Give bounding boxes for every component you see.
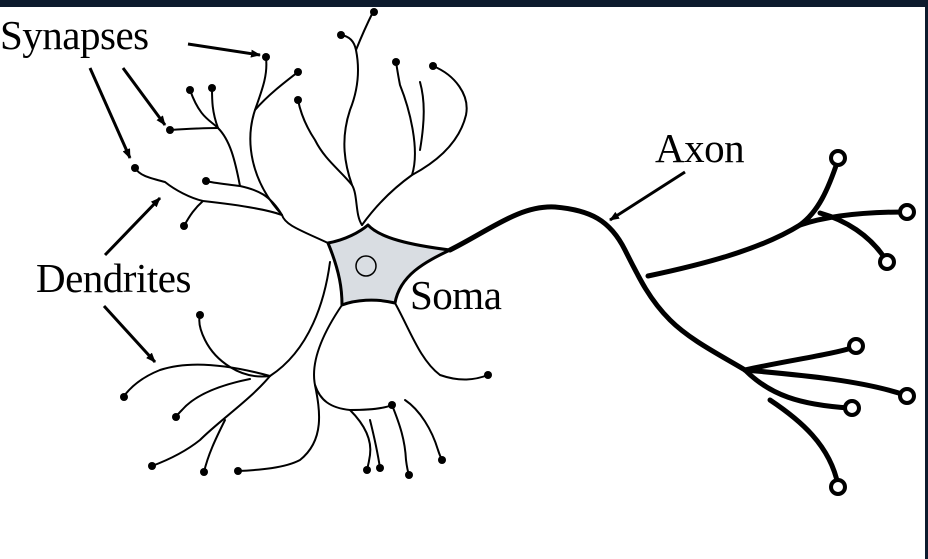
synapses-label: Synapses bbox=[0, 12, 149, 58]
dendrite-branch bbox=[411, 65, 468, 176]
synapse-dot bbox=[202, 177, 210, 185]
axon-terminals bbox=[829, 149, 916, 496]
axon-main bbox=[447, 204, 748, 373]
synapse-dot bbox=[484, 371, 492, 379]
dendrite-upper-left bbox=[134, 167, 329, 244]
dendrite-branch bbox=[203, 419, 226, 473]
synapse-dot bbox=[376, 464, 384, 472]
dendrite-branch bbox=[355, 11, 374, 51]
axon-terminal-branch bbox=[742, 367, 853, 411]
nucleus bbox=[355, 255, 377, 277]
dendrite-branch bbox=[361, 61, 416, 226]
dendrite-branch bbox=[123, 363, 271, 397]
arrow-synapses-right bbox=[187, 42, 261, 58]
synapse-dot bbox=[294, 96, 302, 104]
arrow-dendrites-up bbox=[103, 196, 162, 257]
synapse-dot bbox=[337, 31, 345, 39]
dendrite-branch bbox=[189, 89, 241, 187]
synapse-dot bbox=[438, 456, 446, 464]
synapse-dot bbox=[166, 126, 174, 134]
dendrite-branch bbox=[205, 180, 283, 216]
axon-tree bbox=[447, 157, 908, 488]
axon-terminal bbox=[843, 399, 861, 417]
synapse-dot bbox=[363, 466, 371, 474]
axon-terminal-branch bbox=[797, 209, 908, 228]
arrow-dendrites-down bbox=[102, 304, 157, 364]
dendrite-branch bbox=[254, 71, 299, 111]
synapse-dot bbox=[148, 462, 156, 470]
synapse-dot bbox=[196, 311, 204, 319]
top-frame-bar bbox=[0, 0, 928, 7]
dendrite-branch bbox=[175, 378, 251, 418]
synapse-dot bbox=[234, 467, 242, 475]
dendrite-branch bbox=[169, 127, 219, 131]
axon-terminal-branch bbox=[742, 367, 908, 398]
dendrites-label: Dendrites bbox=[36, 255, 191, 301]
synapse-dot bbox=[200, 468, 208, 476]
soma-body bbox=[326, 223, 452, 307]
dendrite-branch bbox=[394, 302, 489, 381]
synapse-dot bbox=[262, 53, 270, 61]
dendrite-branch bbox=[151, 375, 271, 467]
dendrite-branch bbox=[369, 419, 381, 469]
axon-terminal-branch bbox=[767, 397, 841, 488]
dendrite-lower-left bbox=[198, 261, 331, 378]
synapse-dot bbox=[120, 393, 128, 401]
dendrite-tree bbox=[123, 11, 489, 476]
axon-upper-branch bbox=[645, 157, 841, 279]
synapse-dot bbox=[208, 84, 216, 92]
synapse-dot bbox=[429, 62, 437, 70]
dendrite-branch bbox=[211, 87, 219, 129]
axon-terminal bbox=[898, 203, 916, 221]
axon-terminal-branch bbox=[817, 210, 889, 263]
dendrite-synapse-dots bbox=[120, 8, 492, 479]
dendrite-branch bbox=[340, 34, 359, 186]
synapse-dot bbox=[294, 68, 302, 76]
soma-label: Soma bbox=[410, 272, 502, 318]
dendrite-branch bbox=[419, 81, 425, 151]
axon-terminal bbox=[829, 149, 847, 167]
dendrite-branch bbox=[349, 409, 372, 471]
synapse-dot bbox=[388, 401, 396, 409]
axon-lower-branch bbox=[742, 344, 858, 373]
axon-terminal bbox=[847, 337, 865, 355]
synapse-dot bbox=[186, 86, 194, 94]
synapse-dot bbox=[405, 471, 413, 479]
arrow-axon bbox=[609, 170, 686, 222]
label-arrows bbox=[88, 42, 686, 364]
axon-terminal bbox=[898, 387, 916, 405]
synapse-dot bbox=[370, 8, 378, 16]
axon-terminal bbox=[878, 253, 896, 271]
arrow-synapses-left bbox=[88, 67, 132, 159]
dendrite-lower-center bbox=[313, 304, 393, 411]
arrow-synapses-mid bbox=[121, 67, 167, 126]
synapse-dot bbox=[180, 222, 188, 230]
synapse-dot bbox=[392, 58, 400, 66]
axon-label: Axon bbox=[655, 125, 745, 171]
dendrite-branch bbox=[249, 57, 283, 216]
right-frame-bar bbox=[925, 0, 928, 559]
dendrite-branch bbox=[404, 399, 443, 461]
dendrite-branch bbox=[237, 384, 321, 472]
dendrite-branch bbox=[391, 404, 410, 476]
axon-terminal bbox=[829, 478, 847, 496]
synapse-dot bbox=[131, 164, 139, 172]
synapse-dot bbox=[172, 413, 180, 421]
dendrite-upper-center bbox=[297, 99, 363, 226]
dendrite-branch bbox=[183, 200, 204, 227]
